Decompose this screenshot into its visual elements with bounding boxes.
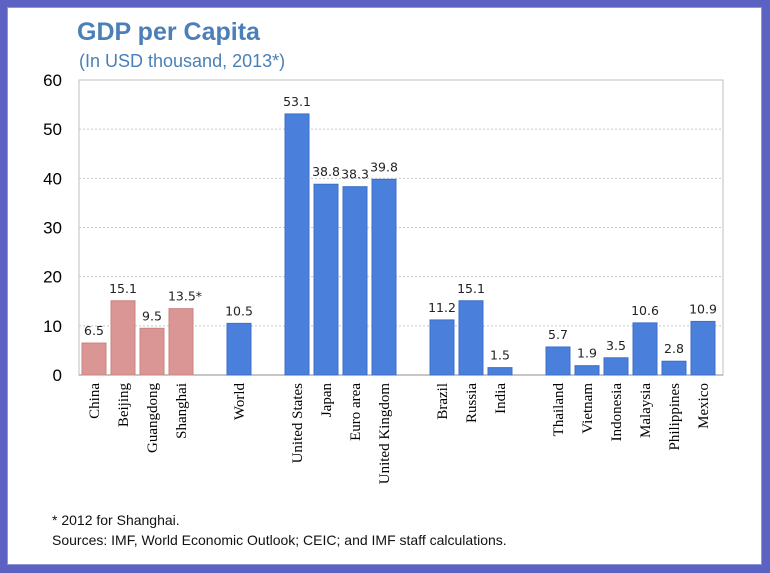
bar-philippines bbox=[661, 360, 687, 376]
bar-brazil bbox=[429, 319, 455, 376]
category-label: World bbox=[232, 383, 248, 421]
value-label: 38.8 bbox=[312, 164, 340, 179]
bar-indonesia bbox=[603, 357, 629, 376]
value-label: 10.6 bbox=[631, 303, 659, 318]
bar-thailand bbox=[545, 346, 571, 376]
footnote: * 2012 for Shanghai. bbox=[52, 512, 180, 528]
bar-united-states bbox=[284, 113, 310, 376]
sources-note: Sources: IMF, World Economic Outlook; CE… bbox=[52, 532, 507, 548]
category-label: Brazil bbox=[435, 383, 451, 420]
bar-beijing bbox=[110, 300, 136, 376]
bar-world bbox=[226, 322, 252, 376]
y-tick-label: 0 bbox=[53, 366, 62, 385]
bar-japan bbox=[313, 183, 339, 376]
category-label: China bbox=[87, 383, 103, 419]
category-labels: China Beijing Guangdong Shanghai World United… bbox=[87, 383, 712, 485]
category-label: Vietnam bbox=[580, 383, 596, 434]
bar-guangdong bbox=[139, 327, 165, 376]
bar-malaysia bbox=[632, 322, 658, 376]
value-label: 11.2 bbox=[428, 300, 456, 315]
value-label: 10.9 bbox=[689, 301, 717, 316]
value-labels: 6.515.19.513.5*10.553.138.8 38.3 39.811.21… bbox=[84, 94, 717, 363]
value-label: 1.5 bbox=[490, 348, 510, 363]
y-tick-label: 60 bbox=[43, 71, 62, 90]
category-label: Indonesia bbox=[609, 383, 625, 442]
category-label: Thailand bbox=[551, 383, 567, 437]
value-label: 15.1 bbox=[109, 281, 137, 296]
bar-india bbox=[487, 367, 513, 376]
bar-vietnam bbox=[574, 365, 600, 376]
bar-euro-area bbox=[342, 186, 368, 376]
bar-russia bbox=[458, 300, 484, 376]
value-label: 10.5 bbox=[225, 303, 253, 318]
category-label: Philippines bbox=[667, 383, 683, 451]
value-label: 39.8 bbox=[370, 159, 398, 174]
value-label: 13.5* bbox=[168, 289, 202, 304]
bar-shanghai bbox=[168, 308, 194, 376]
value-label: 53.1 bbox=[283, 94, 311, 109]
category-label: Euro area bbox=[348, 383, 364, 441]
value-label: 9.5 bbox=[142, 308, 162, 323]
y-tick-label: 20 bbox=[43, 268, 62, 287]
category-label: India bbox=[493, 383, 509, 414]
value-label: 6.5 bbox=[84, 323, 104, 338]
y-tick-label: 10 bbox=[43, 317, 62, 336]
y-tick-label: 30 bbox=[43, 219, 62, 238]
category-label: Malaysia bbox=[638, 383, 654, 438]
category-label: Russia bbox=[464, 383, 480, 423]
category-label: Japan bbox=[319, 383, 335, 418]
category-label: United Kingdom bbox=[377, 383, 393, 485]
value-label: 3.5 bbox=[606, 338, 626, 353]
y-tick-label: 40 bbox=[43, 169, 62, 188]
category-label: Guangdong bbox=[145, 383, 161, 453]
value-label: 5.7 bbox=[548, 327, 568, 342]
bar-mexico bbox=[690, 320, 716, 376]
value-label: 2.8 bbox=[664, 341, 684, 356]
value-label: 38.3 bbox=[341, 167, 369, 182]
value-label: 1.9 bbox=[577, 346, 597, 361]
category-label: Beijing bbox=[116, 383, 132, 428]
category-label: Mexico bbox=[696, 383, 712, 429]
bar-united-kingdom bbox=[371, 178, 397, 376]
y-tick-label: 50 bbox=[43, 120, 62, 139]
bar-china bbox=[81, 342, 107, 376]
value-label: 15.1 bbox=[457, 281, 485, 296]
chart-subtitle: (In USD thousand, 2013*) bbox=[79, 51, 286, 71]
category-label: United States bbox=[290, 383, 306, 464]
category-label: Shanghai bbox=[174, 383, 190, 439]
bars bbox=[81, 113, 716, 376]
chart-title: GDP per Capita bbox=[77, 18, 260, 46]
